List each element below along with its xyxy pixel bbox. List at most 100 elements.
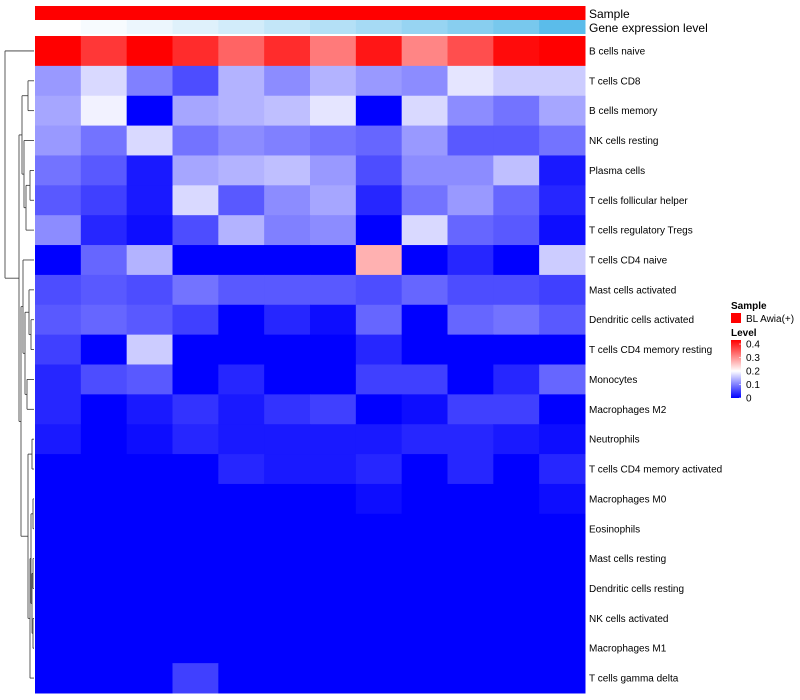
- heatmap-cell: [355, 245, 403, 276]
- heatmap-cell: [539, 274, 586, 306]
- heatmap-cell: [447, 36, 494, 67]
- row-label: T cells CD4 memory activated: [589, 465, 722, 476]
- row-label: Eosinophils: [589, 524, 640, 535]
- heatmap-cell: [310, 125, 357, 156]
- heatmap-cell: [80, 274, 128, 306]
- heatmap-cell: [218, 95, 265, 127]
- row-label: Monocytes: [589, 375, 637, 386]
- heatmap-cell: [539, 304, 586, 336]
- annotation-cell: [35, 20, 82, 34]
- heatmap-cell: [355, 125, 403, 156]
- heatmap-cell: [80, 483, 128, 515]
- heatmap-cell: [493, 155, 540, 186]
- heatmap-cell: [447, 483, 494, 515]
- heatmap-cell: [126, 513, 173, 545]
- heatmap-cell: [80, 95, 128, 127]
- heatmap-cell: [539, 513, 586, 545]
- heatmap-cell: [355, 274, 403, 306]
- annotation-cell: [310, 20, 357, 34]
- heatmap-cell: [310, 155, 357, 186]
- heatmap-cell: [493, 215, 540, 246]
- heatmap-cell: [355, 185, 403, 216]
- heatmap-cell: [310, 274, 357, 306]
- heatmap-cell: [218, 36, 265, 67]
- heatmap-cell: [264, 633, 311, 664]
- heatmap-cell: [172, 454, 219, 485]
- heatmap-cell: [401, 663, 448, 694]
- heatmap-cell: [35, 215, 82, 246]
- heatmap-cell: [172, 304, 219, 336]
- annotation-cell: [218, 6, 265, 20]
- heatmap-cell: [539, 185, 586, 216]
- heatmap-cell: [401, 155, 448, 186]
- heatmap-cell: [35, 36, 82, 67]
- heatmap-cell: [355, 394, 403, 425]
- heatmap-cell: [172, 394, 219, 425]
- heatmap-cell: [218, 483, 265, 515]
- heatmap-cell: [218, 633, 265, 664]
- heatmap-cell: [355, 65, 403, 97]
- legend-tick-label: 0: [746, 394, 752, 405]
- heatmap-cell: [355, 603, 403, 634]
- heatmap-cell: [355, 95, 403, 127]
- heatmap-cell: [264, 543, 311, 575]
- heatmap-cell: [172, 334, 219, 365]
- heatmap-cell: [172, 155, 219, 186]
- legend-ticks: 0.4 0.3 0.2 0.1 0: [739, 340, 760, 405]
- legend-tick-label: 0.3: [746, 353, 760, 364]
- heatmap-cell: [355, 663, 403, 694]
- heatmap-cell: [355, 215, 403, 246]
- heatmap-cell: [126, 633, 173, 664]
- heatmap-cell: [310, 215, 357, 246]
- heatmap-cell: [401, 95, 448, 127]
- heatmap-cell: [401, 424, 448, 455]
- legend: Sample BL Awia(+) Level 0.4 0.3 0.2 0.1 0: [731, 301, 794, 405]
- heatmap-cell: [264, 95, 311, 127]
- annotation-cell: [310, 6, 357, 20]
- heatmap-cell: [310, 424, 357, 455]
- heatmap-cell: [126, 185, 173, 216]
- heatmap-cell: [126, 663, 173, 694]
- heatmap-cell: [447, 663, 494, 694]
- heatmap-cell: [447, 304, 494, 336]
- heatmap-cell: [172, 633, 219, 664]
- row-label: T cells follicular helper: [589, 196, 688, 207]
- heatmap-cell: [447, 95, 494, 127]
- heatmap-cell: [447, 573, 494, 604]
- heatmap-cell: [539, 95, 586, 127]
- heatmap-cell: [355, 334, 403, 365]
- legend-tick-label: 0.1: [746, 380, 760, 391]
- heatmap-cell: [218, 274, 265, 306]
- heatmap-cell: [539, 36, 586, 67]
- heatmap-cell: [310, 603, 357, 634]
- row-label: Neutrophils: [589, 435, 640, 446]
- row-label: Plasma cells: [589, 166, 645, 177]
- heatmap-cell: [80, 663, 128, 694]
- heatmap-cell: [355, 155, 403, 186]
- row-dendrogram: [4, 50, 34, 679]
- heatmap-cell: [493, 543, 540, 575]
- heatmap-cell: [493, 424, 540, 455]
- heatmap-cell: [264, 65, 311, 97]
- heatmap-cell: [401, 36, 448, 67]
- heatmap-cell: [126, 394, 173, 425]
- legend-sample-swatch: [731, 313, 741, 323]
- heatmap-cell: [264, 215, 311, 246]
- heatmap-cell: [401, 633, 448, 664]
- heatmap-cell: [264, 274, 311, 306]
- heatmap-cell: [80, 185, 128, 216]
- heatmap-cell: [493, 633, 540, 664]
- row-label: Mast cells activated: [589, 285, 676, 296]
- heatmap-cell: [401, 334, 448, 365]
- heatmap-cell: [447, 334, 494, 365]
- annotation-label: Gene expression level: [589, 21, 708, 35]
- heatmap-cell: [126, 603, 173, 634]
- heatmap-cell: [493, 274, 540, 306]
- heatmap-cell: [35, 304, 82, 336]
- heatmap-cell: [493, 364, 540, 395]
- heatmap-cell: [355, 364, 403, 395]
- heatmap-cell: [401, 543, 448, 575]
- heatmap-cell: [447, 603, 494, 634]
- annotation-cell: [539, 20, 586, 34]
- heatmap-cell: [493, 454, 540, 485]
